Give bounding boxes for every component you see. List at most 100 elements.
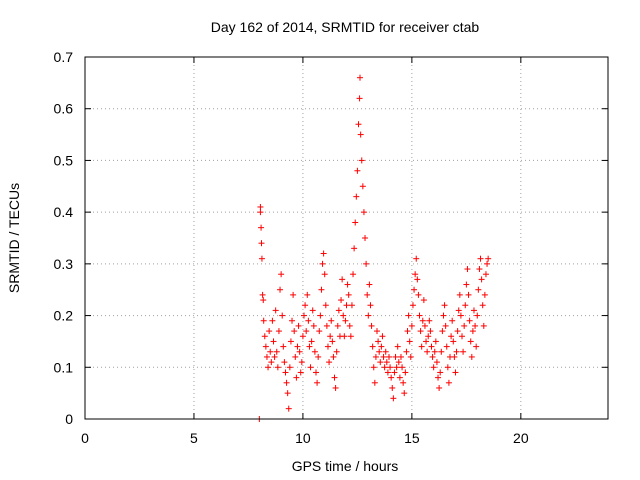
data-point [405, 312, 412, 319]
data-point [318, 286, 325, 293]
data-point [330, 353, 337, 360]
data-point [389, 384, 396, 391]
data-point [456, 291, 463, 298]
x-axis-label: GPS time / hours [292, 458, 399, 474]
data-point [273, 348, 280, 355]
data-point [402, 369, 409, 376]
data-point [304, 291, 311, 298]
data-point [299, 333, 306, 340]
data-point [302, 302, 309, 309]
data-point [460, 348, 467, 355]
data-point [311, 348, 318, 355]
data-point [436, 384, 443, 391]
axis-ticks [84, 56, 608, 420]
data-point [315, 353, 322, 360]
data-point [462, 302, 469, 309]
data-point [309, 307, 316, 314]
data-point [295, 322, 302, 329]
data-point [448, 333, 455, 340]
grid-lines [85, 57, 608, 419]
data-point [268, 359, 275, 366]
data-point [348, 302, 355, 309]
data-point [355, 121, 362, 128]
data-point [308, 338, 315, 345]
data-point [466, 317, 473, 324]
data-point [277, 286, 284, 293]
data-point [352, 219, 359, 226]
data-point [260, 317, 267, 324]
data-point [333, 348, 340, 355]
data-point [298, 359, 305, 366]
data-point [412, 271, 419, 278]
data-point [265, 364, 272, 371]
data-point [310, 322, 317, 329]
data-point [453, 348, 460, 355]
data-point [358, 157, 365, 164]
data-point [383, 359, 390, 366]
data-point [343, 302, 350, 309]
data-point [317, 312, 324, 319]
data-point [442, 322, 449, 329]
data-point [396, 374, 403, 381]
data-point [458, 333, 465, 340]
data-point [327, 333, 334, 340]
data-point [479, 302, 486, 309]
data-point [258, 224, 265, 231]
data-point [461, 322, 468, 329]
data-point [359, 183, 366, 190]
data-point [259, 291, 266, 298]
data-point [369, 343, 376, 350]
data-point [279, 312, 286, 319]
data-point [400, 379, 407, 386]
data-point [380, 353, 387, 360]
data-point [360, 209, 367, 216]
data-point [269, 317, 276, 324]
data-point [267, 348, 274, 355]
y-tick-labels: 0 0.1 0.2 0.3 0.4 0.5 0.6 0.7 [54, 49, 74, 427]
data-point [475, 286, 482, 293]
data-point [282, 369, 289, 376]
data-point [392, 353, 399, 360]
data-point [334, 322, 341, 329]
data-point [347, 333, 354, 340]
data-point [413, 255, 420, 262]
data-point [454, 328, 461, 335]
data-point [423, 338, 430, 345]
data-point [409, 302, 416, 309]
data-point [376, 348, 383, 355]
data-point [476, 266, 483, 273]
data-point [275, 328, 282, 335]
data-point [262, 343, 269, 350]
data-point [379, 333, 386, 340]
chart-title: Day 162 of 2014, SRMTID for receiver cta… [211, 19, 480, 35]
x-tick-label: 5 [190, 430, 198, 446]
data-point [443, 343, 450, 350]
data-point [482, 271, 489, 278]
data-point [281, 359, 288, 366]
data-point [399, 364, 406, 371]
data-point [457, 312, 464, 319]
data-point [257, 203, 264, 210]
data-point [316, 328, 323, 335]
data-point [372, 353, 379, 360]
data-point [387, 364, 394, 371]
data-point [340, 312, 347, 319]
data-point [354, 167, 361, 174]
data-point [321, 271, 328, 278]
x-tick-label: 10 [295, 430, 311, 446]
data-point [368, 322, 375, 329]
data-point [366, 281, 373, 288]
data-point [472, 322, 479, 329]
y-tick-label: 0.1 [54, 359, 74, 375]
data-point [331, 374, 338, 381]
data-point [314, 379, 321, 386]
data-point [312, 369, 319, 376]
data-point [286, 364, 293, 371]
y-tick-label: 0.3 [54, 256, 74, 272]
data-point [427, 328, 434, 335]
data-point [451, 353, 458, 360]
data-point [306, 343, 313, 350]
data-point [335, 307, 342, 314]
plot-frame [84, 56, 609, 420]
